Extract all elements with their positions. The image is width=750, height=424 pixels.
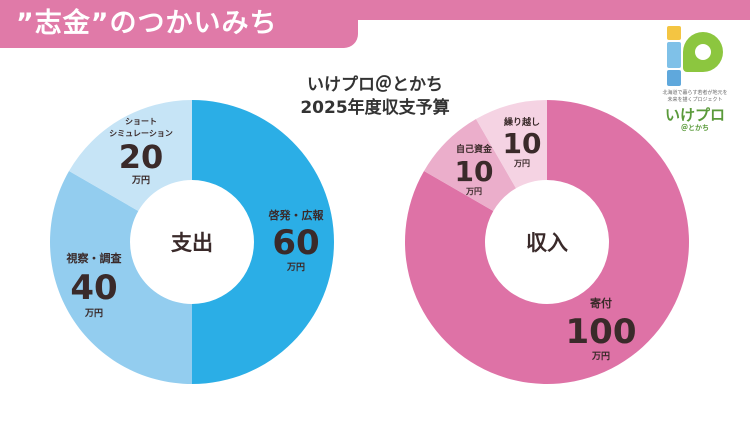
slice-research-value: 40	[70, 268, 117, 308]
expense-center-label: 支出	[171, 231, 213, 255]
slice-own-funds	[424, 119, 516, 211]
slice-pr-value: 60	[272, 223, 319, 263]
slice-donation-unit: 万円	[591, 351, 610, 362]
page-title: ”志金”のつかいみち	[0, 0, 358, 48]
slice-donation-value: 100	[566, 312, 637, 352]
slice-donation-label: 寄付	[590, 296, 612, 310]
slice-carryover-unit: 万円	[513, 159, 530, 168]
slice-pr-label: 啓発・広報	[269, 208, 325, 222]
logo-sky-tile	[667, 42, 681, 68]
slice-research-label: 視察・調査	[66, 251, 122, 265]
logo-sun-tile	[667, 26, 681, 40]
slice-simulation-unit: 万円	[131, 175, 150, 186]
slice-simulation-value: 20	[119, 138, 164, 176]
heading-line-2: 2025年度収支予算	[300, 98, 450, 118]
heading-line-1: いけプロ＠とかち	[307, 75, 443, 95]
logo-water-tile	[667, 70, 681, 86]
logo-sub: ＠とかち	[681, 124, 709, 132]
slice-own-funds-unit: 万円	[465, 187, 482, 196]
income-donut-chart: 収入 寄付 100 万円 自己資金 10 万円 繰り越し 10 万円	[405, 100, 689, 384]
ikepro-logo: 北海道で暮らす若者が地元を 未来を描くプロジェクト いけプロ ＠とかち	[655, 26, 735, 134]
income-center-label: 収入	[526, 231, 568, 255]
slice-donation	[405, 100, 689, 384]
slice-research-unit: 万円	[84, 308, 103, 319]
slice-carryover-value: 10	[503, 127, 542, 160]
slice-carryover	[476, 100, 547, 189]
slice-research	[50, 171, 193, 384]
logo-name: いけプロ	[664, 106, 725, 124]
chart-heading: いけプロ＠とかち 2025年度収支予算	[245, 74, 505, 120]
slice-simulation-label-2: シミュレーション	[109, 129, 173, 138]
slice-pr-unit: 万円	[286, 262, 305, 273]
expense-donut-chart: 支出 啓発・広報 60 万円 視察・調査 40 万円 ショート シミュレーション…	[50, 100, 334, 384]
logo-tagline-2: 未来を描くプロジェクト	[667, 97, 723, 103]
slice-simulation-label-1: ショート	[125, 117, 157, 126]
slice-own-funds-value: 10	[455, 155, 494, 188]
logo-leaf-dot	[695, 44, 711, 60]
slice-own-funds-label: 自己資金	[456, 143, 493, 155]
slice-pr	[192, 100, 334, 384]
slice-carryover-label: 繰り越し	[504, 116, 540, 128]
slice-simulation	[69, 100, 192, 211]
logo-tagline-1: 北海道で暮らす若者が地元を	[662, 90, 728, 96]
